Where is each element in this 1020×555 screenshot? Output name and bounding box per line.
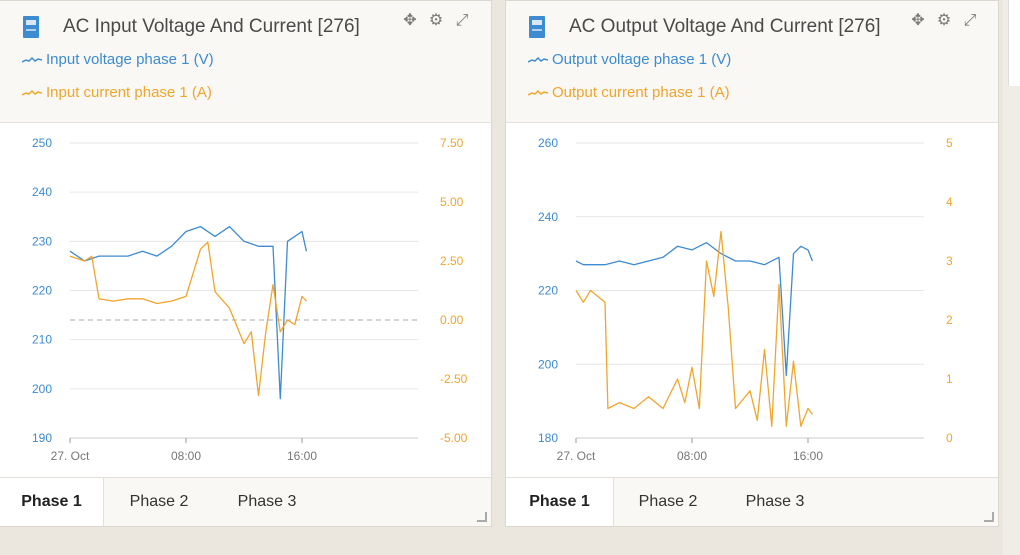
panel-ac-input: AC Input Voltage And Current [276] ✥ ⚙ ⤢…	[0, 0, 492, 527]
legend-label: Output current phase 1 (A)	[552, 84, 730, 101]
y-left-tick-label: 260	[538, 136, 558, 150]
gear-icon[interactable]: ⚙	[936, 12, 952, 29]
y-left-tick-label: 230	[32, 234, 52, 248]
series-line-current	[69, 241, 307, 397]
y-right-tick-label: 2.50	[440, 254, 464, 268]
y-right-tick-label: -2.50	[440, 372, 468, 386]
x-tick-label: 27. Oct	[557, 449, 596, 463]
y-right-tick-label: 3	[946, 254, 953, 268]
y-right-tick-label: 5.00	[440, 195, 464, 209]
tab-phase-2[interactable]: Phase 2	[129, 493, 189, 510]
move-icon[interactable]: ✥	[911, 12, 925, 29]
resize-handle[interactable]	[477, 512, 487, 522]
tab-phase-3[interactable]: Phase 3	[237, 493, 297, 510]
y-left-tick-label: 240	[32, 185, 52, 199]
y-left-tick-label: 190	[32, 431, 52, 445]
y-right-tick-label: 5	[946, 136, 953, 150]
device-icon	[23, 16, 39, 38]
series-line-current	[575, 230, 813, 427]
y-right-tick-label: 0.00	[440, 313, 464, 327]
legend-item-current[interactable]: Output current phase 1 (A)	[528, 84, 730, 101]
panel-title: AC Output Voltage And Current [276]	[569, 16, 881, 37]
x-tick-label: 27. Oct	[51, 449, 90, 463]
y-right-tick-label: 0	[946, 431, 953, 445]
y-right-tick-label: 4	[946, 195, 953, 209]
scrollbar-thumb[interactable]	[1008, 0, 1020, 86]
legend-label: Input voltage phase 1 (V)	[46, 51, 214, 68]
y-left-tick-label: 220	[538, 284, 558, 298]
y-right-tick-label: 1	[946, 372, 953, 386]
y-left-tick-label: 200	[32, 382, 52, 396]
tab-phase-1[interactable]: Phase 1	[0, 478, 104, 526]
panel-ac-output: AC Output Voltage And Current [276] ✥ ⚙ …	[505, 0, 999, 527]
x-tick-label: 16:00	[287, 449, 317, 463]
tab-phase-1[interactable]: Phase 1	[506, 478, 614, 526]
x-tick-label: 08:00	[677, 449, 707, 463]
y-right-tick-label: 2	[946, 313, 953, 327]
legend-item-voltage[interactable]: Output voltage phase 1 (V)	[528, 51, 731, 68]
legend-label: Output voltage phase 1 (V)	[552, 51, 732, 68]
line-icon	[22, 56, 42, 63]
device-icon	[529, 16, 545, 38]
legend-item-current[interactable]: Input current phase 1 (A)	[22, 84, 212, 101]
resize-handle[interactable]	[984, 512, 994, 522]
y-left-tick-label: 220	[32, 284, 52, 298]
panel-title: AC Input Voltage And Current [276]	[63, 16, 360, 37]
x-tick-label: 08:00	[171, 449, 201, 463]
phase-tabs: Phase 1 Phase 2 Phase 3	[506, 477, 998, 526]
legend-item-voltage[interactable]: Input voltage phase 1 (V)	[22, 51, 214, 68]
y-left-tick-label: 250	[32, 136, 52, 150]
chart-ac-input: 250 240 230 220 210 200 190 7.50 5.00 2.50 0.00 -2.…	[32, 136, 468, 463]
expand-icon[interactable]: ⤢	[455, 12, 469, 29]
chart-ac-output: 260 240 220 200 180 5 4 3 2 1 0 27. Oct 08:00 16:00	[538, 136, 953, 463]
line-icon	[528, 56, 548, 63]
gear-icon[interactable]: ⚙	[428, 12, 444, 29]
panel-header: AC Output Voltage And Current [276] ✥ ⚙ …	[506, 1, 998, 123]
y-left-tick-label: 210	[32, 333, 52, 347]
expand-icon[interactable]: ⤢	[963, 12, 977, 29]
legend-label: Input current phase 1 (A)	[46, 84, 212, 101]
panel-header: AC Input Voltage And Current [276] ✥ ⚙ ⤢…	[0, 1, 491, 123]
y-left-tick-label: 240	[538, 210, 558, 224]
tab-phase-3[interactable]: Phase 3	[745, 493, 805, 510]
x-tick-label: 16:00	[793, 449, 823, 463]
phase-tabs: Phase 1 Phase 2 Phase 3	[0, 477, 491, 526]
line-icon	[528, 89, 548, 96]
line-icon	[22, 89, 42, 96]
tab-phase-2[interactable]: Phase 2	[638, 493, 698, 510]
move-icon[interactable]: ✥	[403, 12, 417, 29]
y-right-tick-label: 7.50	[440, 136, 464, 150]
y-right-tick-label: -5.00	[440, 431, 468, 445]
series-line-voltage	[69, 225, 308, 400]
series-line-voltage	[575, 241, 814, 376]
y-left-tick-label: 180	[538, 431, 558, 445]
y-left-tick-label: 200	[538, 357, 558, 371]
scrollbar-track[interactable]	[1003, 0, 1020, 555]
